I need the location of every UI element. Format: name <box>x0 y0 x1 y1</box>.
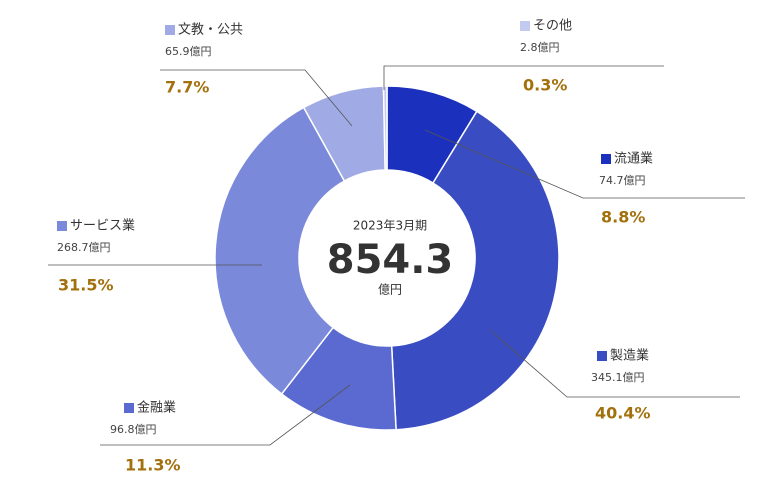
leader-line <box>424 129 745 199</box>
legend-swatch <box>520 21 530 31</box>
center-total: 854.3 <box>327 237 454 283</box>
legend-swatch <box>57 221 67 231</box>
legend-swatch <box>597 351 607 361</box>
leader-line <box>100 384 351 446</box>
value-label: 268.7億円 <box>57 241 111 254</box>
slice <box>214 106 346 396</box>
leader-line <box>489 329 740 398</box>
percent-label: 11.3% <box>125 456 181 475</box>
percent-label: 0.3% <box>523 76 567 95</box>
category-label: 流通業 <box>614 151 653 167</box>
percent-label: 31.5% <box>58 276 114 295</box>
percent-label: 8.8% <box>601 208 645 227</box>
category-label: その他 <box>533 19 572 34</box>
donut <box>214 85 560 431</box>
category-label: サービス業 <box>70 218 135 234</box>
value-label: 2.8億円 <box>520 41 560 54</box>
percent-label: 40.4% <box>595 404 651 423</box>
leader-line <box>160 69 353 127</box>
value-label: 65.9億円 <box>165 45 212 58</box>
value-label: 74.7億円 <box>599 174 646 187</box>
center-unit: 億円 <box>378 283 402 297</box>
slice <box>382 85 388 171</box>
category-label: 製造業 <box>610 348 649 364</box>
legend-swatch <box>601 154 611 164</box>
labels: 流通業 74.7億円 8.8% 製造業 345.1億円 40.4% 金融業 96.8億円 11.… <box>48 19 745 475</box>
category-label: 文教・公共 <box>178 22 243 38</box>
value-label: 96.8億円 <box>110 423 157 436</box>
category-label: 金融業 <box>137 400 176 416</box>
legend-swatch <box>165 25 175 35</box>
center-title: 2023年3月期 <box>353 219 427 233</box>
value-label: 345.1億円 <box>591 371 645 384</box>
slice <box>390 110 560 431</box>
leader-line <box>383 65 664 90</box>
legend-swatch <box>124 403 134 413</box>
percent-label: 7.7% <box>165 78 209 97</box>
